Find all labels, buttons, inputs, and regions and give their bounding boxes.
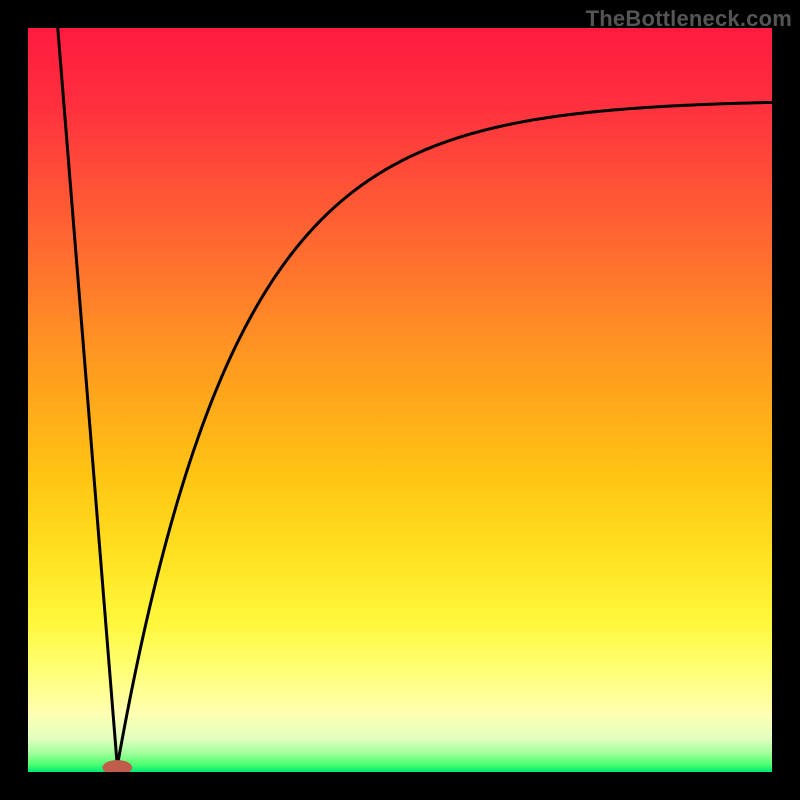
chart-svg xyxy=(28,28,772,772)
outer-frame: TheBottleneck.com xyxy=(0,0,800,800)
chart-background xyxy=(28,28,772,772)
chart-area xyxy=(28,28,772,772)
watermark-text: TheBottleneck.com xyxy=(586,6,792,32)
